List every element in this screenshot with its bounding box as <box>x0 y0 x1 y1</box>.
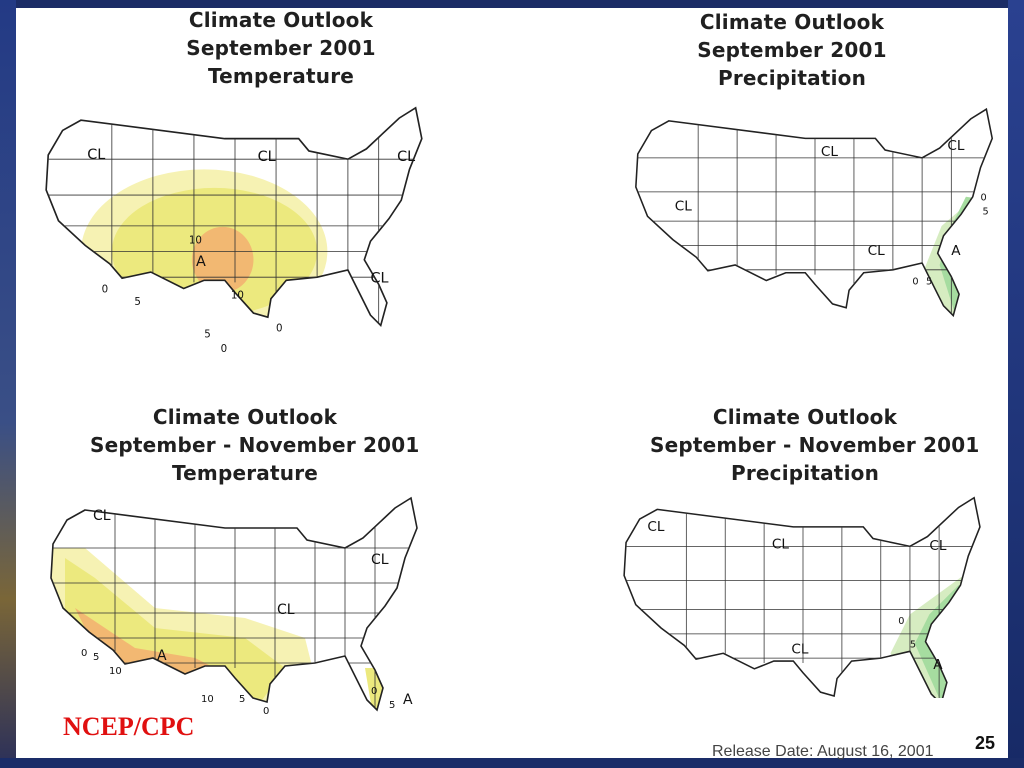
slide-frame-right <box>1008 0 1024 768</box>
map-sep-temperature: CL CL CL CL A 10 0 5 10 5 0 0 <box>45 107 423 355</box>
contour-label: 0 <box>263 706 269 717</box>
panel-1-title-line-1: Climate Outlook <box>188 8 374 32</box>
contour-label: 10 <box>201 694 214 705</box>
label-anomaly-florida: A <box>403 692 413 708</box>
label-cl-1: CL <box>647 519 665 535</box>
label-cl-2: CL <box>772 536 790 552</box>
contour-label: 0 <box>912 276 918 287</box>
label-cl-3: CL <box>277 602 295 618</box>
credit-label: NCEP/CPC <box>63 712 195 741</box>
label-cl-3: CL <box>929 538 947 554</box>
label-cl-1: CL <box>87 147 105 163</box>
state-lines <box>624 507 980 698</box>
slide-frame-bottom <box>0 758 1024 768</box>
region-above-florida <box>365 668 417 710</box>
contour-label: 0 <box>81 648 87 659</box>
label-cl-4: CL <box>868 243 886 259</box>
state-lines <box>635 118 993 314</box>
panel-4-title-line-3: Precipitation <box>730 461 880 485</box>
panel-1-title: Climate Outlook September 2001 Temperatu… <box>181 6 381 90</box>
contour-label: 5 <box>982 206 988 217</box>
label-cl-1: CL <box>93 508 111 524</box>
contour-label: 5 <box>910 639 916 650</box>
state-lines <box>51 508 417 708</box>
panel-3-title-line-1: Climate Outlook <box>152 405 338 429</box>
region-wet-mid <box>939 196 993 316</box>
map-sep-precipitation: CL CL CL CL A 0 5 0 5 <box>635 108 993 317</box>
contour-label: 5 <box>93 652 99 663</box>
page-number: 25 <box>975 733 996 753</box>
contour-label: 10 <box>189 234 202 246</box>
panel-3-title-line-2: September - November 2001 <box>90 433 420 457</box>
panel-4-title-line-2: September - November 2001 <box>650 433 980 457</box>
panel-2-title: Climate Outlook September 2001 Precipita… <box>692 8 892 92</box>
panel-1-title-line-2: September 2001 <box>186 36 376 60</box>
contour-label: 10 <box>231 290 244 302</box>
contour-label: 5 <box>134 296 141 308</box>
label-cl-4: CL <box>791 641 809 657</box>
slide-frame-left <box>0 0 16 768</box>
panel-4-title: Climate Outlook September - November 200… <box>650 403 980 487</box>
label-anomaly: A <box>157 648 167 664</box>
label-cl-3: CL <box>397 149 415 165</box>
contour-label: 5 <box>926 276 932 287</box>
panel-2-title-line-1: Climate Outlook <box>699 10 885 34</box>
label-cl-2: CL <box>371 552 389 568</box>
contour-label: 0 <box>898 616 904 627</box>
contour-label: 10 <box>109 666 122 677</box>
contour-label: 5 <box>389 700 395 711</box>
label-anomaly: A <box>196 254 206 270</box>
label-anomaly: A <box>933 657 943 673</box>
contour-label: 5 <box>204 329 211 341</box>
label-cl-4: CL <box>370 270 388 286</box>
label-cl-2: CL <box>258 149 276 165</box>
contour-label: 0 <box>276 323 283 335</box>
region-above-strong <box>191 226 254 293</box>
label-cl-1: CL <box>821 144 839 160</box>
panel-4-title-line-1: Climate Outlook <box>712 405 898 429</box>
contour-label: 0 <box>221 343 228 355</box>
contour-label: 0 <box>371 686 377 697</box>
panel-2-title-line-2: September 2001 <box>697 38 887 62</box>
map-son-precipitation: CL CL CL CL A 0 5 <box>623 496 981 698</box>
release-date: Release Date: August 16, 2001 <box>712 743 934 760</box>
state-lines <box>46 118 422 324</box>
panel-3-title: Climate Outlook September - November 200… <box>90 403 420 487</box>
contour-label: 5 <box>239 694 245 705</box>
panel-2-title-line-3: Precipitation <box>717 66 867 90</box>
map-son-temperature: CL CL CL A A 0 5 10 10 5 0 0 5 <box>50 497 418 717</box>
label-cl-2: CL <box>947 138 965 154</box>
panel-3-title-line-3: Temperature <box>171 461 319 485</box>
label-cl-3: CL <box>675 198 693 214</box>
contour-label: 0 <box>102 284 109 296</box>
panel-1-title-line-3: Temperature <box>207 64 355 88</box>
contour-label: 0 <box>981 193 987 204</box>
label-anomaly: A <box>951 243 961 259</box>
